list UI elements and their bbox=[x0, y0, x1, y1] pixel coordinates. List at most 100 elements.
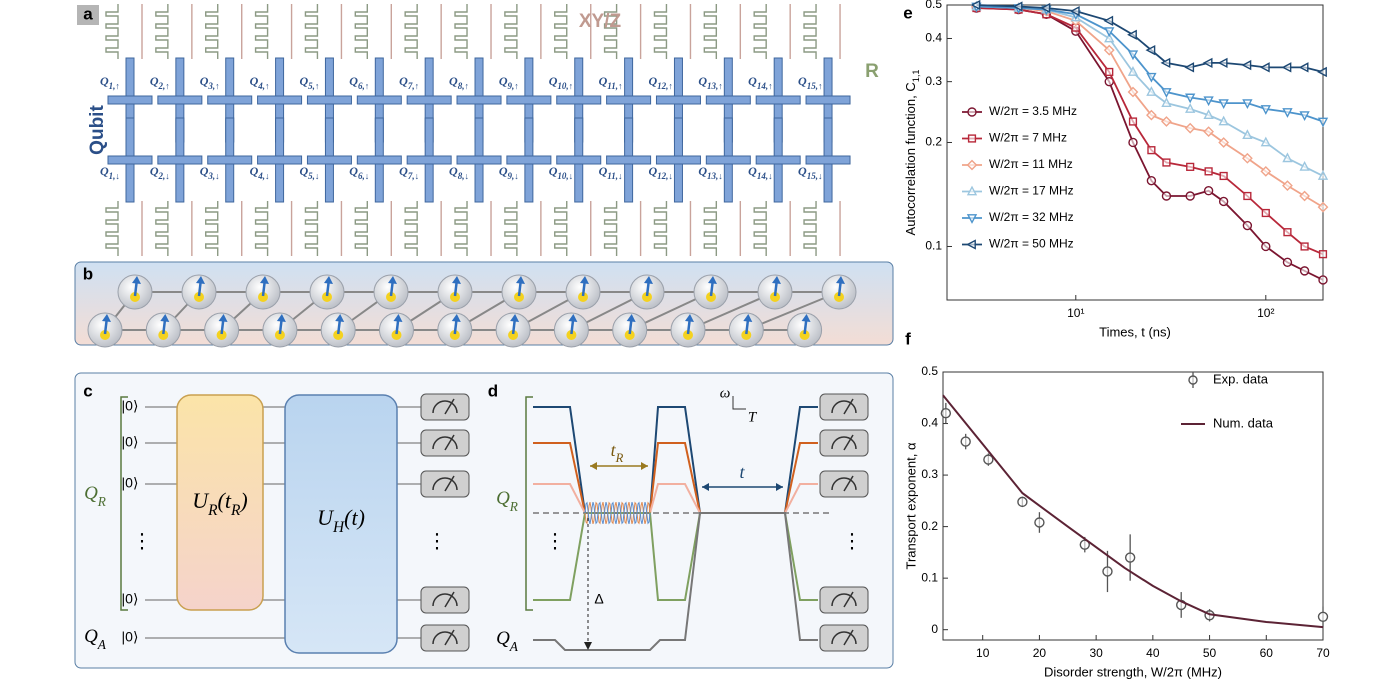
spin-core bbox=[770, 292, 780, 302]
qubit-index: 8,↑ bbox=[458, 81, 469, 91]
qubit-symbol: Q bbox=[549, 74, 558, 88]
series-line bbox=[976, 5, 1324, 177]
qubit-label: Q7,↓ bbox=[399, 164, 419, 181]
data-point bbox=[1241, 152, 1253, 164]
readout-line bbox=[554, 4, 568, 59]
data-point bbox=[1217, 57, 1228, 69]
data-point bbox=[1260, 165, 1272, 177]
qubit-index: 14,↑ bbox=[757, 81, 773, 91]
dots: ⋮ bbox=[545, 530, 565, 552]
qubit-arm-h bbox=[207, 155, 253, 165]
ket: |0⟩ bbox=[122, 591, 139, 607]
qubit-index: 2,↓ bbox=[158, 171, 170, 181]
qubit-index: 1,↓ bbox=[109, 171, 120, 181]
ket: |0⟩ bbox=[122, 475, 139, 491]
qubit-symbol: Q bbox=[549, 164, 558, 178]
y-axis-label: Transport exponent, α bbox=[903, 442, 918, 569]
meter bbox=[819, 586, 869, 614]
subscript: A bbox=[97, 637, 107, 652]
series-line bbox=[976, 4, 1324, 73]
x-axis-label: Times, t (ns) bbox=[1099, 324, 1171, 339]
readout-line bbox=[404, 4, 418, 59]
subscript: A bbox=[509, 639, 519, 654]
readout-line bbox=[354, 201, 368, 256]
legend-label: W/2π = 7 MHz bbox=[989, 131, 1067, 145]
spin-arrow-head bbox=[685, 314, 694, 322]
qubit-label: Q6,↑ bbox=[349, 74, 369, 91]
text-part: Q bbox=[84, 626, 98, 647]
data-point bbox=[967, 134, 977, 143]
y-tick-label: 0.3 bbox=[925, 74, 942, 88]
meter-needle bbox=[843, 434, 854, 451]
series-line bbox=[976, 5, 1324, 123]
qubit-arm-h bbox=[406, 95, 452, 105]
legend-label: W/2π = 32 MHz bbox=[989, 210, 1074, 224]
spin-arrow-head bbox=[580, 276, 589, 284]
control-label: XY/Z bbox=[579, 11, 622, 32]
legend-label: W/2π = 3.5 MHz bbox=[989, 104, 1077, 118]
qubit-index: 12,↑ bbox=[657, 81, 673, 91]
data-point bbox=[1147, 146, 1156, 155]
subscript: R bbox=[97, 494, 106, 509]
meter-arc bbox=[432, 477, 458, 491]
series-line bbox=[976, 5, 1324, 208]
meter-needle bbox=[444, 398, 455, 415]
panel-letter: b bbox=[83, 264, 93, 283]
spin-arrow-head bbox=[160, 314, 170, 322]
readout-line bbox=[304, 4, 319, 59]
spin-arrow-head bbox=[836, 276, 845, 284]
data-point bbox=[1261, 241, 1271, 252]
y-tick-label: 0.3 bbox=[921, 467, 938, 481]
meter-arc bbox=[831, 593, 857, 607]
qubit-index: 5,↓ bbox=[308, 171, 319, 181]
spin-core bbox=[333, 330, 344, 340]
data-point bbox=[1104, 27, 1115, 38]
data-point bbox=[960, 436, 971, 447]
dots: ⋮ bbox=[842, 530, 862, 552]
spin-arrow-head bbox=[708, 276, 717, 284]
oscillation bbox=[584, 501, 651, 525]
spin-arrow-head bbox=[801, 314, 811, 322]
data-point bbox=[1203, 186, 1214, 196]
qubit-index: 11,↓ bbox=[607, 171, 622, 181]
data-point bbox=[1261, 208, 1270, 218]
data-point bbox=[1127, 50, 1139, 61]
x-tick-label: 10¹ bbox=[1067, 306, 1084, 320]
qubit-label: Q2,↓ bbox=[150, 164, 170, 181]
qubit-index: 3,↓ bbox=[207, 171, 219, 181]
spin-core bbox=[274, 330, 285, 340]
qubit-label: Q5,↓ bbox=[299, 164, 319, 181]
spin-arrow-head bbox=[388, 276, 397, 284]
data-point bbox=[1146, 72, 1157, 83]
data-point bbox=[1218, 99, 1229, 110]
spin-arrow-head bbox=[644, 276, 653, 284]
qubit-arm-h bbox=[705, 95, 751, 105]
readout-line bbox=[105, 4, 119, 59]
qubit-symbol: Q bbox=[100, 74, 109, 88]
spin-arrow-head bbox=[568, 314, 578, 322]
readout-line bbox=[354, 4, 368, 59]
meter-needle bbox=[444, 434, 455, 451]
qubit-label: Q3,↑ bbox=[200, 74, 220, 91]
qubit-index: 9,↓ bbox=[508, 171, 519, 181]
qubit-arm-h bbox=[107, 95, 153, 105]
data-point bbox=[1299, 160, 1310, 171]
qubit-symbol: Q bbox=[499, 74, 508, 88]
panel-a-bg bbox=[75, 4, 893, 256]
qubit-arm-h bbox=[606, 155, 652, 165]
spin-core bbox=[683, 330, 693, 340]
data-point bbox=[1188, 375, 1198, 385]
readout-line bbox=[454, 201, 468, 256]
axis-icon bbox=[732, 396, 746, 410]
data-point bbox=[1281, 62, 1292, 73]
text-part: U bbox=[192, 488, 210, 513]
spin-core bbox=[386, 292, 396, 302]
readout-line bbox=[105, 201, 119, 256]
text-part: (t bbox=[218, 488, 232, 513]
time-label: T bbox=[748, 409, 758, 425]
qubit-index: 5,↑ bbox=[308, 81, 319, 91]
data-point bbox=[1317, 66, 1327, 78]
data-point bbox=[1241, 59, 1252, 71]
dots: ⋮ bbox=[427, 530, 447, 552]
data-point bbox=[1185, 93, 1196, 104]
